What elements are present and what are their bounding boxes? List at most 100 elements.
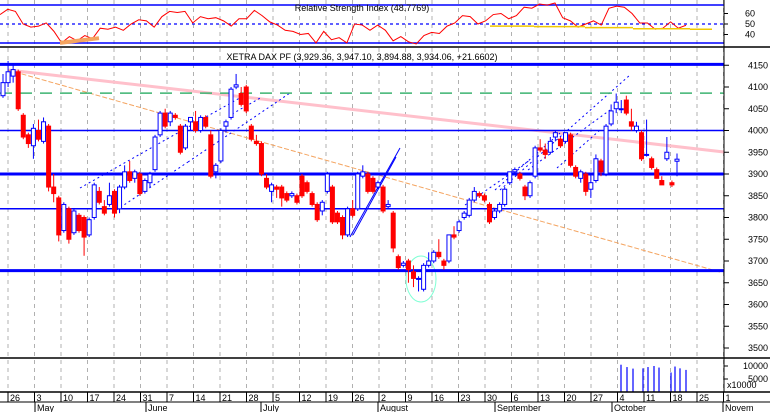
candle-up (233, 84, 239, 88)
date-tick-label: 20 (567, 393, 577, 403)
candle-down (264, 177, 270, 188)
candle-down (284, 193, 290, 201)
rsi-title: Relative Strength Index (48.7769) (295, 3, 430, 13)
candle-up (228, 88, 234, 118)
candle-down (476, 193, 482, 197)
candle-down (334, 212, 340, 223)
bottom-highlight-ellipse (405, 255, 437, 303)
candle-up (492, 210, 498, 219)
month-label: June (148, 403, 168, 412)
candle-up (218, 130, 224, 162)
candle-down (410, 271, 416, 279)
candle-up (152, 136, 158, 171)
candle-down (238, 93, 244, 105)
candle-down (56, 197, 62, 236)
rsi-tick-label: 40 (745, 30, 755, 40)
volume-unit-label: x10000 (727, 380, 757, 390)
candle-up (91, 184, 97, 218)
rsi-tick-label: 50 (745, 19, 755, 29)
candle-down (639, 132, 645, 160)
price-tick-label: 4050 (748, 104, 768, 114)
date-tick-label: 31 (143, 393, 153, 403)
candle-down (162, 112, 168, 127)
candle-up (117, 186, 123, 210)
candle-up (269, 184, 275, 192)
date-tick-label: 21 (222, 393, 232, 403)
candle-up (532, 147, 538, 177)
candle-up (608, 110, 614, 125)
candle-down (481, 195, 487, 201)
date-tick-label: 16 (434, 393, 444, 403)
trend-channel-line (464, 159, 531, 206)
candle-down (486, 203, 492, 223)
candle-up (122, 171, 128, 188)
candle-down (253, 140, 259, 145)
candle-down (436, 251, 442, 258)
candle-down (573, 166, 579, 177)
price-tick-label: 3550 (748, 321, 768, 331)
candle-down (350, 208, 356, 216)
candle-up (471, 190, 477, 201)
candle-up (527, 182, 533, 197)
candle-up (507, 171, 513, 184)
candle-down (542, 149, 548, 155)
trend-channel-line (187, 92, 291, 163)
candle-up (188, 116, 194, 123)
date-tick-label: 11 (646, 393, 655, 403)
candle-up (547, 140, 553, 153)
candle-up (0, 82, 6, 97)
trend-channel-line (111, 161, 189, 214)
candle-up (563, 132, 569, 142)
candle-down (557, 138, 563, 147)
trend-channel-line (231, 96, 263, 115)
candle-up (167, 112, 173, 123)
price-tick-label: 3650 (748, 278, 768, 288)
date-tick-label: 10 (63, 393, 73, 403)
candle-down (193, 121, 199, 132)
date-tick-label: 28 (249, 393, 259, 403)
candle-up (461, 212, 467, 218)
date-tick-label: 5 (275, 393, 280, 403)
candle-up (385, 203, 391, 208)
candle-up (324, 173, 330, 192)
candle-up (147, 173, 153, 184)
candle-down (598, 160, 604, 173)
month-label: October (614, 403, 646, 412)
candle-down (127, 171, 133, 182)
candle-up (157, 112, 163, 136)
candle-up (345, 208, 351, 236)
rsi-tick-label: 60 (745, 9, 755, 19)
candle-down (654, 169, 660, 179)
candle-up (106, 195, 112, 205)
candle-up (71, 210, 77, 234)
price-tick-label: 3950 (748, 147, 768, 157)
candle-down (309, 193, 315, 205)
candle-down (517, 173, 523, 179)
candle-down (51, 186, 57, 195)
date-tick-label: 2 (381, 393, 386, 403)
date-tick-label: 7 (169, 393, 174, 403)
candle-down (405, 260, 411, 271)
candle-up (593, 158, 599, 182)
candle-down (203, 116, 209, 127)
date-tick-label: 12 (302, 393, 312, 403)
candle-up (375, 182, 381, 188)
candle-up (446, 234, 452, 262)
date-tick-label: 9 (408, 393, 413, 403)
candle-down (441, 260, 447, 266)
candle-up (588, 182, 594, 190)
candle-up (603, 125, 609, 175)
candle-up (132, 171, 138, 179)
candle-down (279, 186, 285, 199)
candle-down (365, 173, 371, 192)
candle-up (426, 260, 432, 266)
date-tick-label: 26 (10, 393, 20, 403)
candle-down (15, 71, 21, 110)
candle-up (633, 125, 639, 132)
date-tick-label: 17 (90, 393, 100, 403)
candle-down (568, 134, 574, 166)
candle-down (628, 121, 634, 127)
price-tick-label: 3500 (748, 343, 768, 353)
candle-down (96, 190, 102, 203)
